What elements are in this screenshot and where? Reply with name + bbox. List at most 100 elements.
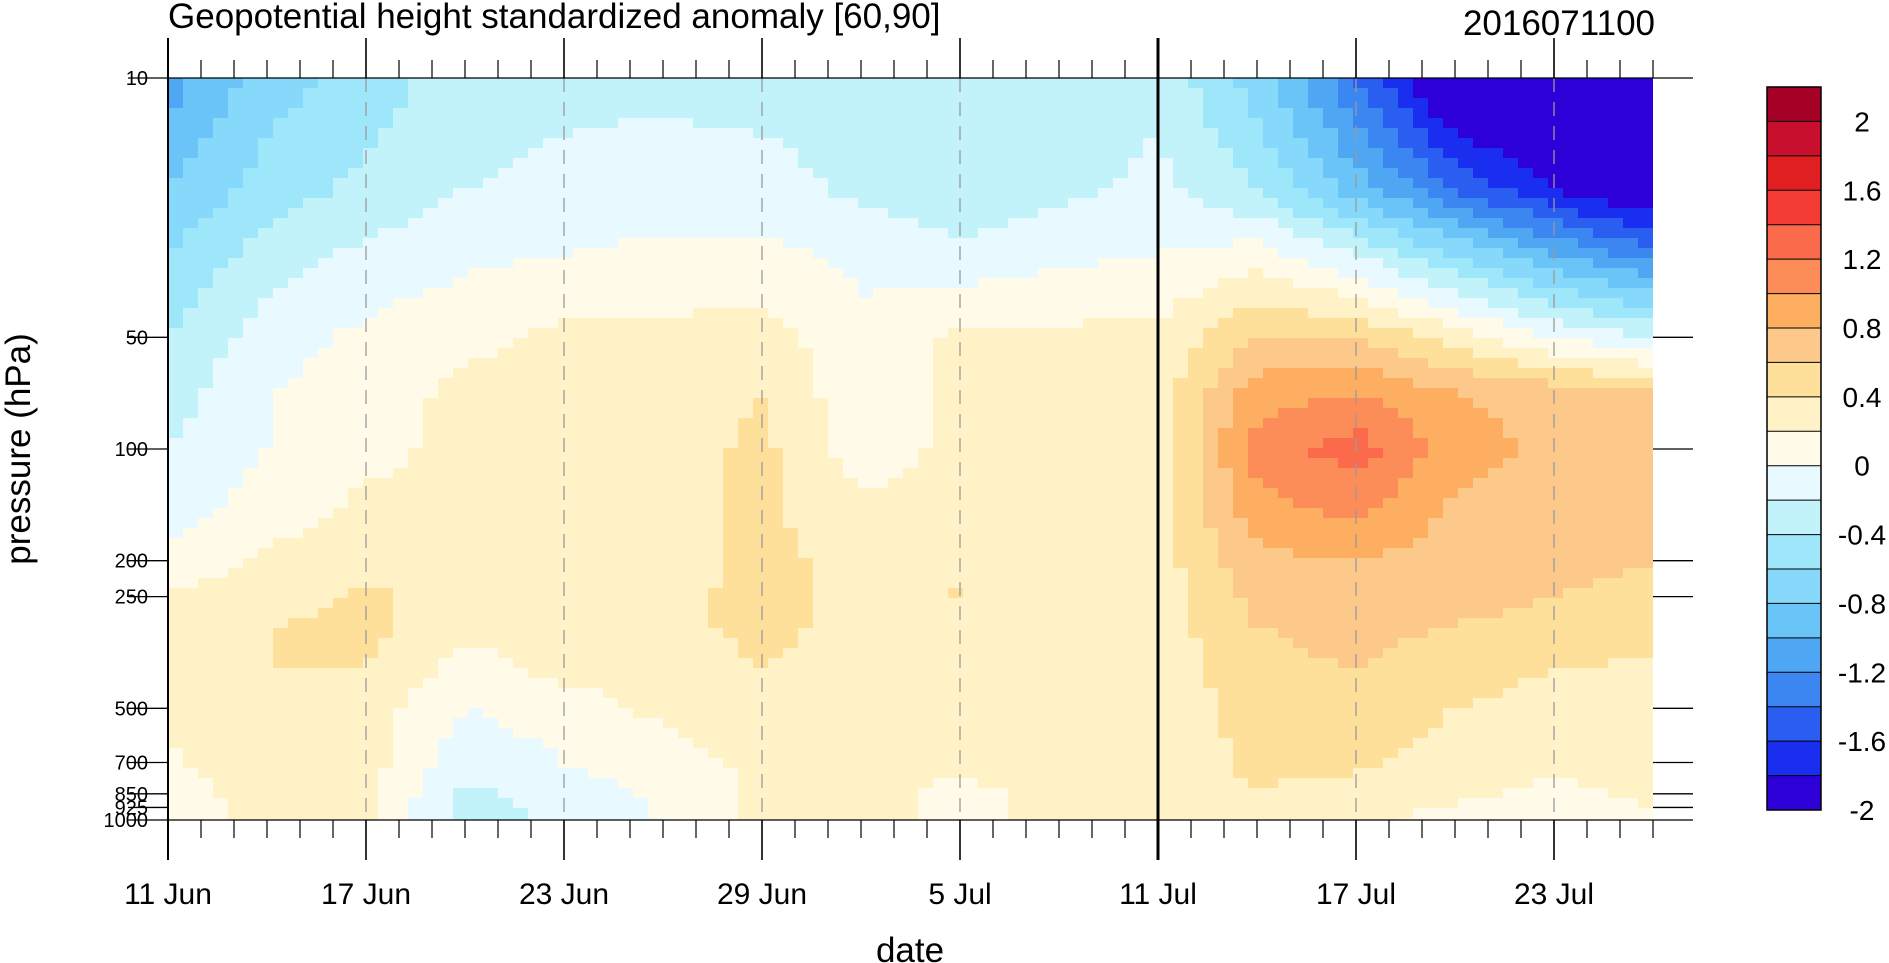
contour-cell — [513, 258, 829, 269]
contour-cell — [1233, 408, 1279, 419]
contour-cell — [393, 298, 1174, 309]
contour-cell — [423, 778, 619, 789]
contour-cell — [258, 548, 724, 559]
colorbar-label: -0.4 — [1838, 520, 1886, 551]
contour-cell — [1278, 198, 1324, 209]
contour-cell — [1293, 118, 1324, 129]
contour-cell — [213, 118, 274, 129]
contour-cell — [1473, 348, 1549, 359]
colorbar-swatch — [1767, 293, 1821, 329]
contour-cell — [768, 428, 829, 439]
contour-cell — [723, 548, 799, 559]
contour-cell — [1593, 308, 1653, 319]
contour-cell — [1173, 538, 1219, 549]
contour-cell — [168, 768, 199, 779]
contour-cell — [1443, 228, 1489, 239]
contour-cell — [1323, 108, 1354, 119]
contour-cell — [1413, 148, 1444, 159]
contour-cell — [1398, 268, 1459, 279]
contour-cell — [333, 328, 529, 339]
contour-cell — [228, 808, 379, 819]
contour-cell — [618, 778, 739, 789]
contour-cell — [738, 768, 1234, 779]
contour-cell — [168, 468, 244, 479]
contour-cell — [1443, 508, 1653, 519]
contour-cell — [768, 408, 829, 419]
contour-cell — [1638, 268, 1653, 279]
contour-cell — [918, 818, 1009, 820]
contour-cell — [1188, 188, 1264, 199]
contour-cell — [378, 648, 454, 659]
contour-cell — [1173, 388, 1204, 399]
contour-cell — [243, 168, 349, 179]
contour-cell — [1398, 138, 1429, 149]
colorbar-label: 0 — [1854, 451, 1870, 482]
contour-cell — [813, 598, 1189, 609]
contour-cell — [213, 788, 379, 799]
contour-cell — [183, 758, 394, 769]
contour-cell — [528, 808, 649, 819]
contour-cell — [768, 658, 1204, 669]
contour-cell — [1293, 108, 1324, 119]
contour-cell — [573, 128, 754, 139]
contour-cell — [723, 538, 799, 549]
contour-cell — [918, 458, 1174, 469]
contour-cell — [1608, 248, 1653, 259]
contour-cell — [933, 378, 1174, 389]
contour-cell — [1593, 368, 1653, 379]
contour-cell — [1308, 188, 1339, 199]
contour-cell — [1233, 588, 1564, 599]
contour-cell — [273, 418, 424, 429]
contour-cell — [1173, 488, 1204, 499]
contour-cell — [1233, 568, 1624, 579]
contour-cell — [1398, 248, 1444, 259]
contour-cell — [168, 168, 184, 179]
colorbar-swatch — [1767, 637, 1821, 673]
contour-cell — [1293, 128, 1339, 139]
contour-cell — [1308, 148, 1339, 159]
contour-cell — [258, 448, 409, 459]
contour-cell — [1458, 218, 1504, 229]
contour-cell — [1278, 628, 1429, 639]
contour-cell — [1188, 348, 1234, 359]
contour-cell — [1008, 798, 1459, 809]
contour-cell — [1368, 438, 1429, 449]
contour-cell — [1368, 128, 1399, 139]
contour-cell — [933, 348, 1189, 359]
contour-cell — [408, 458, 724, 469]
contour-cell — [543, 138, 784, 149]
contour-cell — [1503, 688, 1653, 699]
contour-cell — [168, 408, 199, 419]
contour-cell — [1338, 208, 1384, 219]
contour-cell — [918, 808, 1009, 819]
contour-cell — [1368, 88, 1399, 99]
colorbar-swatch — [1767, 431, 1821, 467]
contour-cell — [168, 778, 214, 789]
contour-cell — [363, 478, 724, 489]
contour-cell — [1278, 408, 1399, 419]
contour-cell — [168, 368, 214, 379]
contour-cell — [183, 98, 229, 109]
contour-cell — [1353, 768, 1653, 779]
colorbar-label: -1.2 — [1838, 657, 1886, 688]
contour-cell — [1368, 198, 1414, 209]
colorbar-swatch — [1767, 362, 1821, 398]
contour-cell — [1398, 478, 1474, 489]
contour-cell — [1548, 198, 1609, 209]
contour-cell — [1263, 268, 1339, 279]
contour-cell — [168, 558, 244, 569]
contour-cell — [828, 408, 934, 419]
contour-cell — [1293, 638, 1399, 649]
contour-cell — [723, 488, 784, 499]
contour-cell — [168, 488, 229, 499]
contour-cell — [183, 168, 244, 179]
contour-cell — [858, 278, 979, 289]
contour-cell — [273, 118, 394, 129]
contour-cell — [1368, 458, 1414, 469]
contour-cell — [1458, 268, 1504, 279]
contour-cell — [318, 258, 514, 269]
contour-cell — [333, 508, 724, 519]
contour-cell — [1203, 98, 1249, 109]
contour-cell — [1203, 668, 1549, 679]
contour-cell — [168, 148, 199, 159]
